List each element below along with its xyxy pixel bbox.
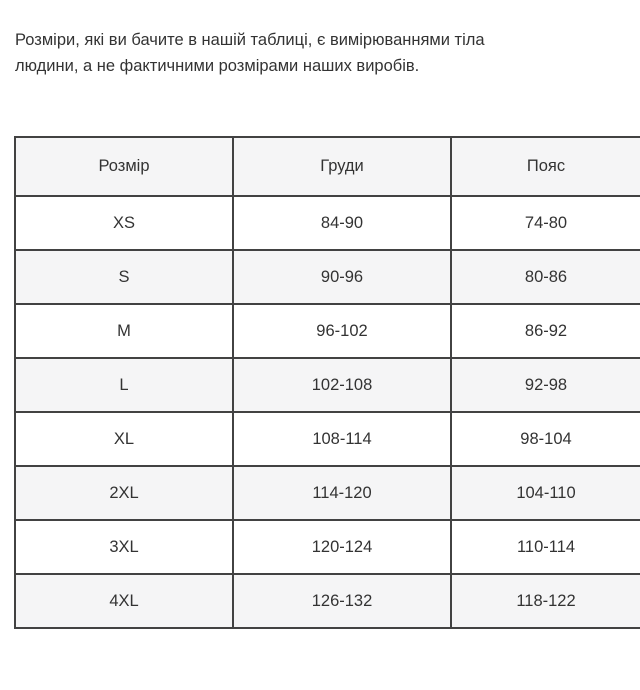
intro-line-2: людини, а не фактичними розмірами наших … [15, 57, 420, 75]
size-cell: 4XL [14, 573, 234, 629]
header-waist: Пояс [450, 136, 640, 197]
chest-cell: 126-132 [232, 573, 452, 629]
chest-cell: 84-90 [232, 195, 452, 251]
intro-line-1: Розміри, які ви бачите в нашій таблиці, … [15, 31, 485, 49]
chest-cell: 108-114 [232, 411, 452, 467]
table-header-row: Розмір Груди Пояс [14, 136, 640, 197]
table-row: M 96-102 86-92 [14, 303, 640, 359]
table-row: S 90-96 80-86 [14, 249, 640, 305]
size-cell: M [14, 303, 234, 359]
size-table: Розмір Груди Пояс XS 84-90 74-80 S 90-96… [14, 136, 640, 629]
header-size: Розмір [14, 136, 234, 197]
size-cell: XL [14, 411, 234, 467]
size-cell: 2XL [14, 465, 234, 521]
table-row: L 102-108 92-98 [14, 357, 640, 413]
waist-cell: 92-98 [450, 357, 640, 413]
intro-text: Розміри, які ви бачите в нашій таблиці, … [15, 27, 625, 79]
size-cell: 3XL [14, 519, 234, 575]
size-guide-section: Розміри, які ви бачите в нашій таблиці, … [0, 27, 640, 629]
table-row: XL 108-114 98-104 [14, 411, 640, 467]
size-cell: S [14, 249, 234, 305]
chest-cell: 96-102 [232, 303, 452, 359]
waist-cell: 74-80 [450, 195, 640, 251]
waist-cell: 80-86 [450, 249, 640, 305]
waist-cell: 86-92 [450, 303, 640, 359]
table-row: 4XL 126-132 118-122 [14, 573, 640, 629]
waist-cell: 118-122 [450, 573, 640, 629]
header-chest: Груди [232, 136, 452, 197]
waist-cell: 98-104 [450, 411, 640, 467]
size-cell: XS [14, 195, 234, 251]
chest-cell: 114-120 [232, 465, 452, 521]
chest-cell: 102-108 [232, 357, 452, 413]
waist-cell: 104-110 [450, 465, 640, 521]
table-row: 3XL 120-124 110-114 [14, 519, 640, 575]
chest-cell: 120-124 [232, 519, 452, 575]
waist-cell: 110-114 [450, 519, 640, 575]
chest-cell: 90-96 [232, 249, 452, 305]
table-row: 2XL 114-120 104-110 [14, 465, 640, 521]
size-cell: L [14, 357, 234, 413]
table-row: XS 84-90 74-80 [14, 195, 640, 251]
